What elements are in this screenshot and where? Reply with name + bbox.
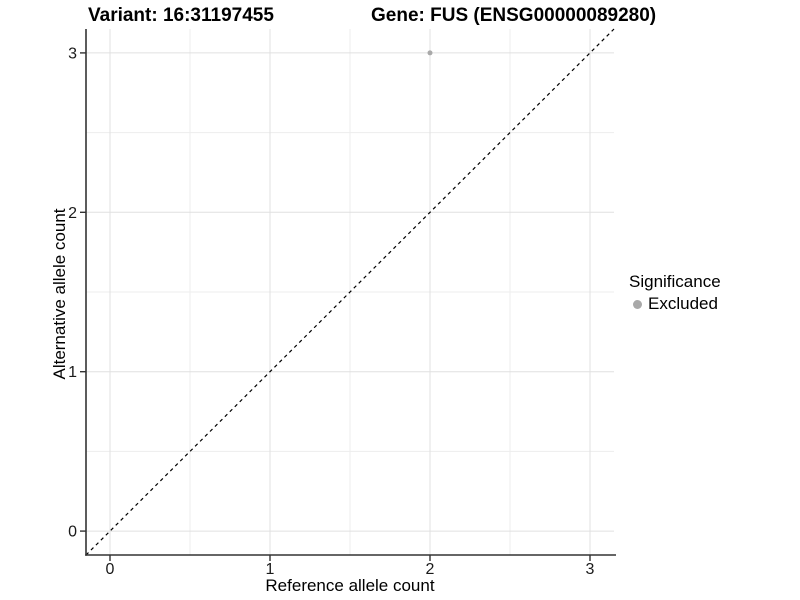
legend-key-dot	[633, 299, 642, 309]
data-point-excluded	[427, 50, 433, 56]
x-axis-title: Reference allele count	[265, 576, 435, 595]
y-tick-label: 1	[68, 364, 77, 381]
legend-item-label: Excluded	[648, 294, 718, 313]
legend: Significance Excluded	[629, 271, 721, 314]
identity-line	[85, 28, 615, 556]
y-tick-label: 3	[68, 45, 77, 62]
y-tick-label: 0	[68, 524, 77, 541]
legend-item-excluded: Excluded	[629, 294, 721, 314]
variant-title: Variant: 16:31197455	[88, 5, 274, 26]
y-axis-title: Alternative allele count	[50, 208, 69, 380]
x-tick-label: 1	[266, 561, 275, 578]
x-tick-label: 3	[586, 561, 595, 578]
x-tick-label: 0	[106, 561, 115, 578]
legend-title: Significance	[629, 272, 721, 291]
x-tick-label: 2	[426, 561, 435, 578]
gene-title: Gene: FUS (ENSG00000089280)	[371, 5, 657, 26]
y-tick-label: 2	[68, 205, 77, 222]
